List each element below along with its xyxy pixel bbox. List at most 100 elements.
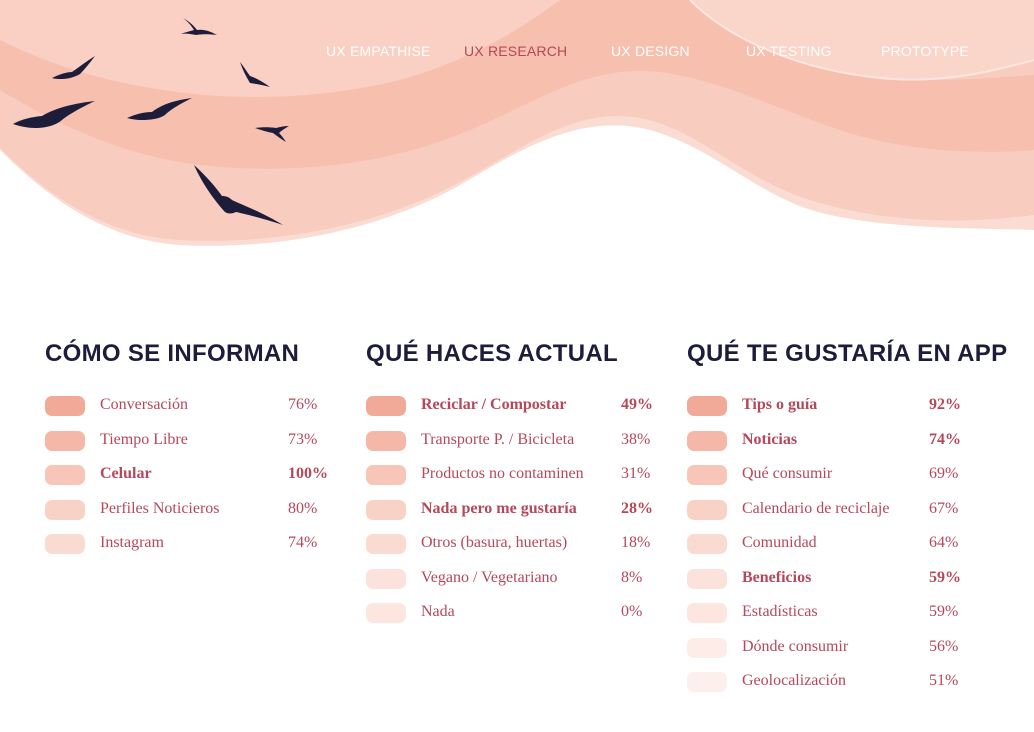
item-label: Tips o guía: [742, 396, 818, 413]
column-que-haces-actual: QUÉ HACES ACTUAL Reciclar / Compostar 49%…: [366, 340, 653, 623]
item-label: Celular: [100, 465, 152, 482]
item-label: Noticias: [742, 430, 798, 448]
item-percentage: 8%: [621, 568, 643, 586]
wave-layer-top: [0, 0, 1034, 80]
item-label: Vegano / Vegetariano: [421, 568, 558, 586]
list-item: Qué consumir 69%: [687, 464, 987, 486]
color-swatch: [366, 499, 406, 520]
item-percentage: 74%: [288, 534, 318, 551]
item-percentage: 31%: [621, 465, 651, 482]
item-label: Conversación: [100, 396, 188, 413]
item-percentage: 49%: [621, 396, 653, 413]
item-label: Perfiles Noticieros: [100, 499, 220, 517]
list-item: Otros (basura, huertas) 18%: [366, 533, 666, 555]
color-swatch: [366, 568, 406, 589]
birds-group: [13, 18, 289, 225]
color-swatch: [45, 430, 85, 451]
item-label: Estadísticas: [742, 603, 818, 620]
item-label: Productos no contaminen: [421, 465, 584, 482]
item-percentage: 38%: [621, 430, 651, 448]
list-item: Tiempo Libre 73%: [45, 430, 345, 452]
item-label: Geolocalización: [742, 672, 846, 689]
list-item: Productos no contaminen 31%: [366, 464, 666, 486]
list-item: Tips o guía 92%: [687, 395, 987, 417]
bird-icon: [240, 62, 270, 87]
list-item: Celular 100%: [45, 464, 345, 486]
nav-prototype[interactable]: PROTOTYPE: [881, 43, 969, 59]
nav-ux-design[interactable]: UX DESIGN: [611, 43, 690, 59]
color-swatch: [45, 534, 85, 554]
bird-icon: [52, 56, 95, 79]
color-swatch: [45, 396, 85, 416]
wave-background: [0, 0, 1034, 246]
item-label: Nada pero me gustaría: [421, 499, 577, 517]
item-percentage: 18%: [621, 534, 651, 551]
item-percentage: 28%: [621, 499, 653, 517]
item-label: Calendario de reciclaje: [742, 499, 890, 517]
item-label: Nada: [421, 603, 455, 620]
list-item: Reciclar / Compostar 49%: [366, 395, 666, 417]
nav-ux-empathise[interactable]: UX EMPATHISE: [326, 43, 431, 59]
item-percentage: 74%: [929, 430, 961, 448]
column-title: QUÉ HACES ACTUAL: [366, 340, 618, 367]
color-swatch: [687, 499, 727, 520]
color-swatch: [687, 534, 727, 554]
column-como-se-informan: CÓMO SE INFORMAN Conversación 76% Tiempo L…: [45, 340, 328, 554]
color-swatch: [687, 396, 727, 416]
list-item: Instagram 74%: [45, 533, 345, 555]
list-item: Conversación 76%: [45, 395, 345, 417]
item-percentage: 69%: [929, 465, 959, 482]
bird-icon: [181, 18, 217, 35]
color-swatch: [687, 430, 727, 451]
item-percentage: 56%: [929, 637, 959, 655]
item-label: Dónde consumir: [742, 637, 849, 655]
bird-icon: [127, 98, 192, 120]
item-percentage: 59%: [929, 603, 959, 620]
color-swatch: [366, 603, 406, 623]
color-swatch: [45, 465, 85, 485]
list-item: Beneficios 59%: [687, 568, 987, 590]
list-item: Perfiles Noticieros 80%: [45, 499, 345, 521]
color-swatch: [687, 568, 727, 589]
item-label: Otros (basura, huertas): [421, 534, 568, 551]
nav-ux-testing[interactable]: UX TESTING: [746, 43, 832, 59]
item-percentage: 59%: [929, 568, 961, 586]
wave-layer-upper-left: [0, 0, 560, 98]
item-label: Qué consumir: [742, 465, 833, 482]
list-item: Comunidad 64%: [687, 533, 987, 555]
item-percentage: 67%: [929, 499, 959, 517]
item-percentage: 100%: [288, 465, 328, 482]
color-swatch: [366, 534, 406, 554]
color-swatch: [366, 465, 406, 485]
bird-icon: [255, 126, 289, 142]
item-label: Transporte P. / Bicicleta: [421, 430, 575, 448]
column-title: QUÉ TE GUSTARÍA EN APP: [687, 340, 1008, 367]
item-percentage: 80%: [288, 499, 318, 517]
list-item: Noticias 74%: [687, 430, 987, 452]
item-percentage: 0%: [621, 603, 643, 620]
item-percentage: 73%: [288, 430, 318, 448]
color-swatch: [45, 499, 85, 520]
list-item: Geolocalización 51%: [687, 671, 987, 693]
color-swatch: [687, 637, 727, 658]
color-swatch: [687, 672, 727, 692]
color-swatch: [366, 396, 406, 416]
item-label: Instagram: [100, 534, 164, 551]
list-item: Nada pero me gustaría 28%: [366, 499, 666, 521]
item-percentage: 76%: [288, 396, 318, 413]
bird-icon: [194, 165, 283, 225]
list-item: Vegano / Vegetariano 8%: [366, 568, 666, 590]
nav-ux-research[interactable]: UX RESEARCH: [464, 43, 568, 59]
bird-icon: [13, 101, 95, 128]
item-percentage: 64%: [929, 534, 959, 551]
color-swatch: [687, 465, 727, 485]
column-que-te-gustaria-en-app: QUÉ TE GUSTARÍA EN APP Tips o guía 92% Not…: [687, 340, 1008, 692]
color-swatch: [687, 603, 727, 623]
item-percentage: 92%: [929, 396, 961, 413]
list-item: Dónde consumir 56%: [687, 637, 987, 659]
top-nav: UX EMPATHISE UX RESEARCH UX DESIGN UX TE…: [0, 43, 1034, 61]
column-title: CÓMO SE INFORMAN: [45, 340, 300, 367]
color-swatch: [366, 430, 406, 451]
list-item: Calendario de reciclaje 67%: [687, 499, 987, 521]
list-item: Estadísticas 59%: [687, 602, 987, 624]
